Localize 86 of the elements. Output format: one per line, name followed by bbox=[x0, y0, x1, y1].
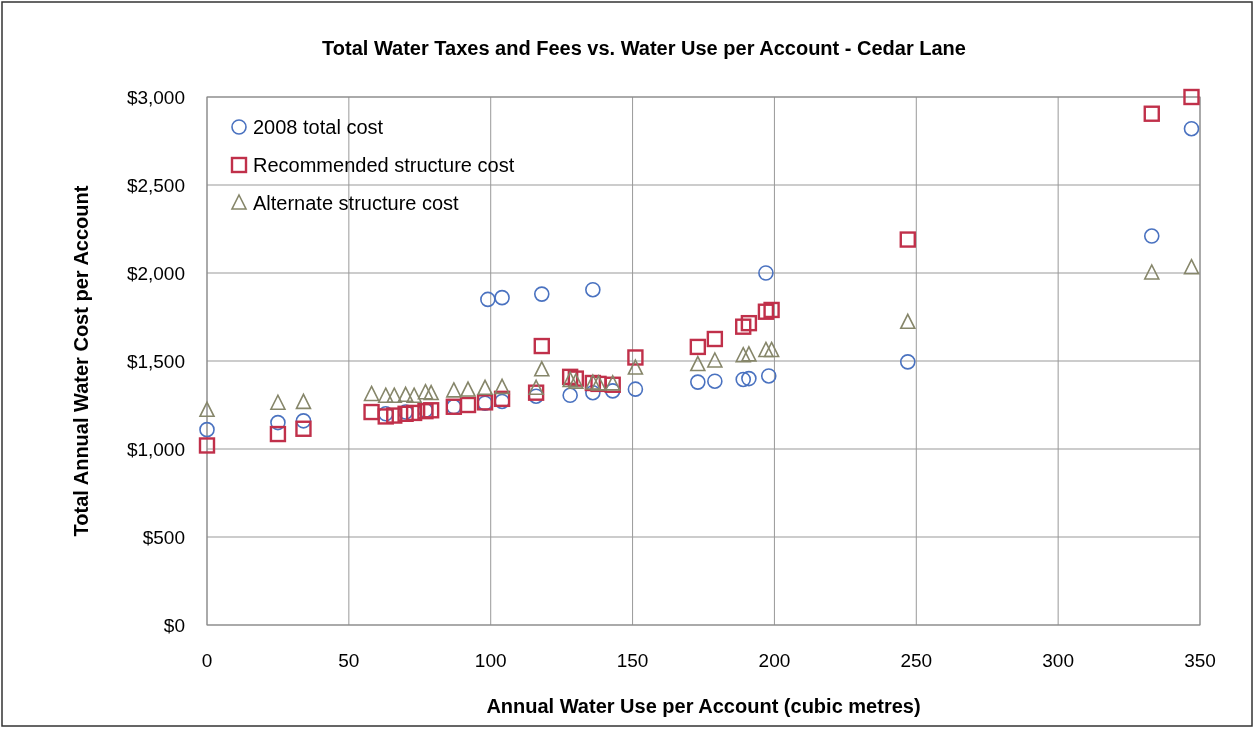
point bbox=[527, 384, 545, 401]
point bbox=[1183, 258, 1200, 275]
chart-title: Total Water Taxes and Fees vs. Water Use per Account - Cedar Lane bbox=[322, 37, 966, 59]
point bbox=[758, 341, 774, 358]
point bbox=[899, 354, 916, 370]
point bbox=[533, 361, 550, 377]
point bbox=[269, 425, 287, 443]
point bbox=[528, 379, 544, 396]
legend-label: 2008 total cost bbox=[253, 116, 384, 138]
point bbox=[585, 384, 601, 401]
y-tick-label: $1,000 bbox=[126, 439, 185, 460]
point bbox=[405, 404, 423, 422]
point bbox=[199, 421, 215, 438]
x-tick-label: 100 bbox=[474, 650, 507, 671]
point bbox=[422, 402, 440, 419]
point bbox=[270, 414, 286, 431]
point bbox=[758, 265, 774, 281]
point bbox=[533, 286, 550, 302]
x-tick-label: 50 bbox=[338, 650, 360, 671]
point bbox=[690, 355, 706, 372]
legend-label: Recommended structure cost bbox=[253, 154, 515, 176]
x-tick-label: 150 bbox=[616, 650, 649, 671]
point bbox=[494, 289, 510, 306]
point bbox=[1183, 120, 1200, 137]
point bbox=[423, 384, 439, 401]
point bbox=[627, 349, 644, 366]
point bbox=[477, 379, 493, 396]
x-tick-label: 250 bbox=[900, 650, 933, 671]
point bbox=[562, 387, 578, 404]
point bbox=[899, 313, 916, 330]
point bbox=[760, 368, 777, 384]
point bbox=[295, 413, 312, 429]
point bbox=[363, 385, 380, 402]
y-axis-title: Total Annual Water Cost per Account bbox=[70, 185, 92, 537]
y-tick-label: $2,500 bbox=[126, 175, 185, 196]
x-tick-label: 0 bbox=[201, 650, 213, 671]
point bbox=[406, 387, 422, 403]
point bbox=[460, 381, 476, 397]
point bbox=[377, 387, 394, 403]
point bbox=[707, 373, 723, 390]
point bbox=[199, 401, 215, 418]
x-axis-title: Annual Water Use per Account (cubic metres) bbox=[486, 695, 921, 717]
point bbox=[446, 382, 462, 398]
point bbox=[735, 346, 752, 363]
point bbox=[627, 381, 644, 397]
point bbox=[740, 314, 758, 332]
point bbox=[295, 420, 312, 437]
x-tick-label: 200 bbox=[758, 650, 791, 671]
point bbox=[763, 341, 780, 358]
point bbox=[706, 330, 724, 348]
point bbox=[741, 370, 757, 387]
point bbox=[689, 338, 707, 356]
point bbox=[397, 386, 414, 403]
point bbox=[494, 378, 510, 395]
x-tick-label: 350 bbox=[1184, 650, 1216, 671]
y-tick-label: $1,500 bbox=[126, 351, 185, 372]
point bbox=[198, 437, 216, 454]
y-tick-label: $2,000 bbox=[126, 263, 185, 284]
point bbox=[1183, 88, 1200, 106]
point bbox=[585, 281, 601, 298]
point bbox=[386, 407, 403, 424]
point bbox=[295, 393, 312, 410]
point bbox=[533, 337, 550, 355]
point bbox=[690, 374, 706, 390]
point bbox=[627, 359, 644, 375]
point bbox=[1143, 264, 1160, 280]
legend-label: Alternate structure cost bbox=[253, 192, 460, 214]
point bbox=[386, 387, 403, 403]
point bbox=[417, 383, 434, 400]
y-tick-label: $3,000 bbox=[126, 87, 185, 108]
point bbox=[363, 403, 380, 421]
y-tick-label: $0 bbox=[163, 615, 185, 636]
x-tick-label: 300 bbox=[1042, 650, 1074, 671]
point bbox=[480, 291, 496, 308]
point bbox=[763, 301, 780, 319]
point bbox=[741, 346, 757, 362]
point bbox=[459, 396, 477, 414]
y-tick-label: $500 bbox=[142, 527, 185, 548]
point bbox=[735, 318, 752, 335]
point bbox=[735, 371, 752, 388]
point bbox=[1143, 105, 1160, 122]
point bbox=[270, 394, 286, 411]
point bbox=[899, 231, 916, 248]
point bbox=[1143, 228, 1160, 244]
point bbox=[757, 303, 775, 320]
point bbox=[707, 352, 723, 368]
